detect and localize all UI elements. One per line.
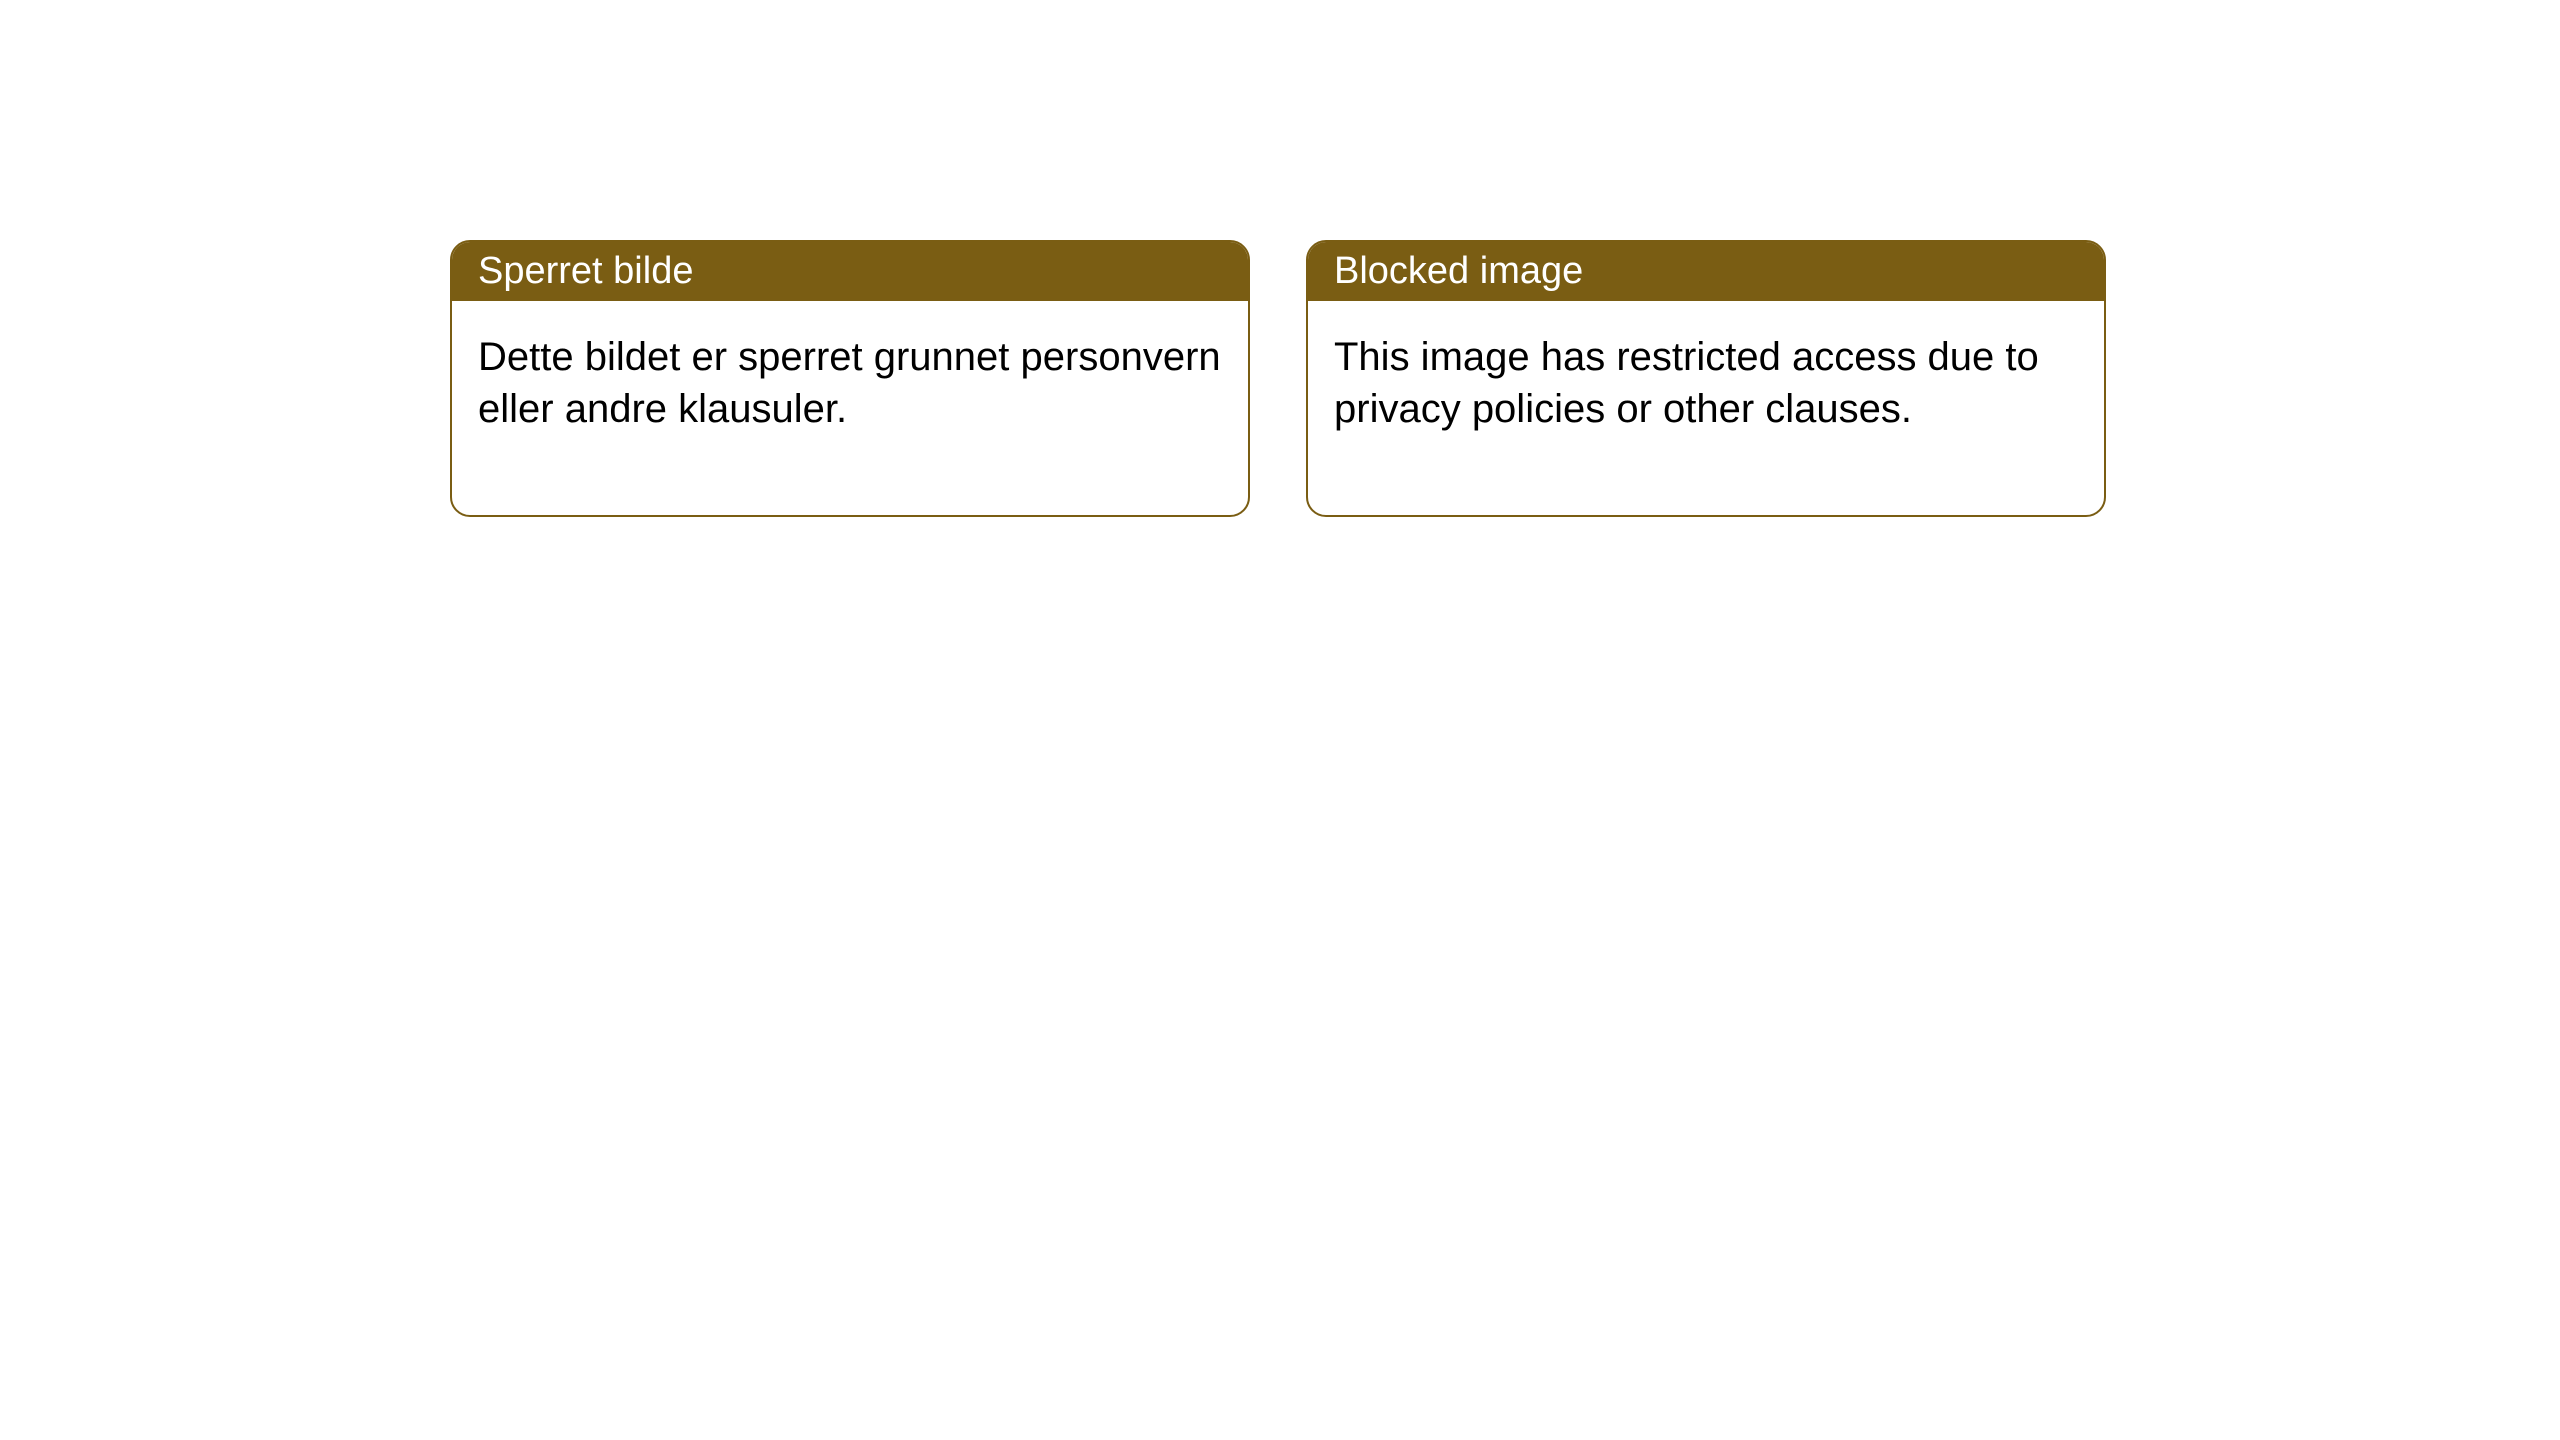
card-title-en: Blocked image [1308,242,2104,301]
card-row: Sperret bilde Dette bildet er sperret gr… [0,0,2560,517]
card-title-no: Sperret bilde [452,242,1248,301]
blocked-image-card-en: Blocked image This image has restricted … [1306,240,2106,517]
blocked-image-card-no: Sperret bilde Dette bildet er sperret gr… [450,240,1250,517]
card-body-no: Dette bildet er sperret grunnet personve… [452,301,1248,515]
card-body-en: This image has restricted access due to … [1308,301,2104,515]
